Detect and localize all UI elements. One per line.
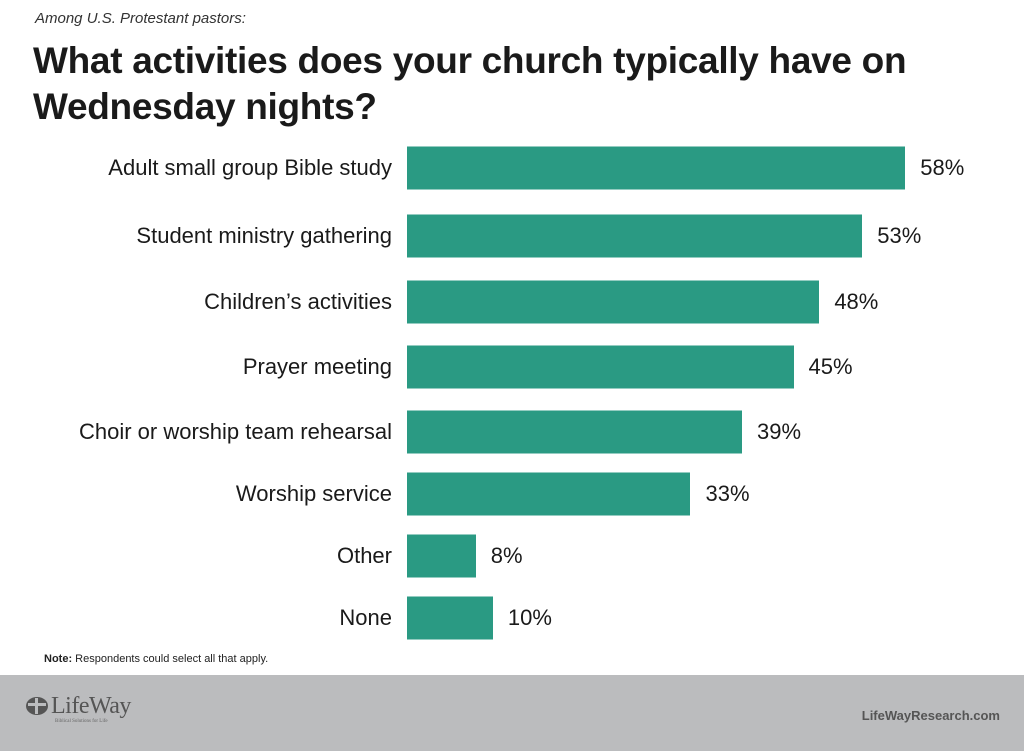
chart-title: What activities does your church typical… xyxy=(33,40,907,127)
data-label: 53% xyxy=(877,223,922,248)
bar xyxy=(407,596,493,640)
website-link[interactable]: LifeWayResearch.com xyxy=(861,708,1000,723)
logo-tagline: Biblical Solutions for Life xyxy=(55,719,108,724)
note-label: Note: xyxy=(44,653,73,665)
bar xyxy=(407,410,742,454)
category-label: Student ministry gathering xyxy=(136,223,392,248)
category-label: Other xyxy=(336,543,392,568)
category-label: Choir or worship team rehearsal xyxy=(78,419,392,444)
footnote: Note: Respondents could select all that … xyxy=(44,653,268,665)
note-text: Respondents could select all that apply. xyxy=(72,653,269,665)
bar xyxy=(407,534,476,578)
data-label: 48% xyxy=(834,289,879,314)
bar xyxy=(407,214,863,258)
category-label: Prayer meeting xyxy=(242,354,392,379)
lifeway-cross-icon xyxy=(26,697,48,715)
footer: LifeWay Biblical Solutions for Life Life… xyxy=(0,675,1024,751)
bar xyxy=(407,472,691,516)
category-label: None xyxy=(339,605,392,630)
bar xyxy=(407,146,906,190)
category-label: Worship service xyxy=(235,481,392,506)
data-label: 8% xyxy=(490,543,523,568)
data-label: 45% xyxy=(808,354,853,379)
category-label: Children’s activities xyxy=(204,289,392,314)
chart-subtitle: Among U.S. Protestant pastors: xyxy=(35,10,246,27)
data-label: 39% xyxy=(757,419,802,444)
logo-text: LifeWay xyxy=(51,693,131,719)
data-label: 33% xyxy=(705,481,750,506)
data-label: 58% xyxy=(920,155,965,180)
lifeway-logo: LifeWay Biblical Solutions for Life xyxy=(25,693,131,724)
bar xyxy=(407,345,794,389)
bar xyxy=(407,280,820,324)
category-label: Adult small group Bible study xyxy=(108,155,392,180)
data-label: 10% xyxy=(507,605,552,630)
